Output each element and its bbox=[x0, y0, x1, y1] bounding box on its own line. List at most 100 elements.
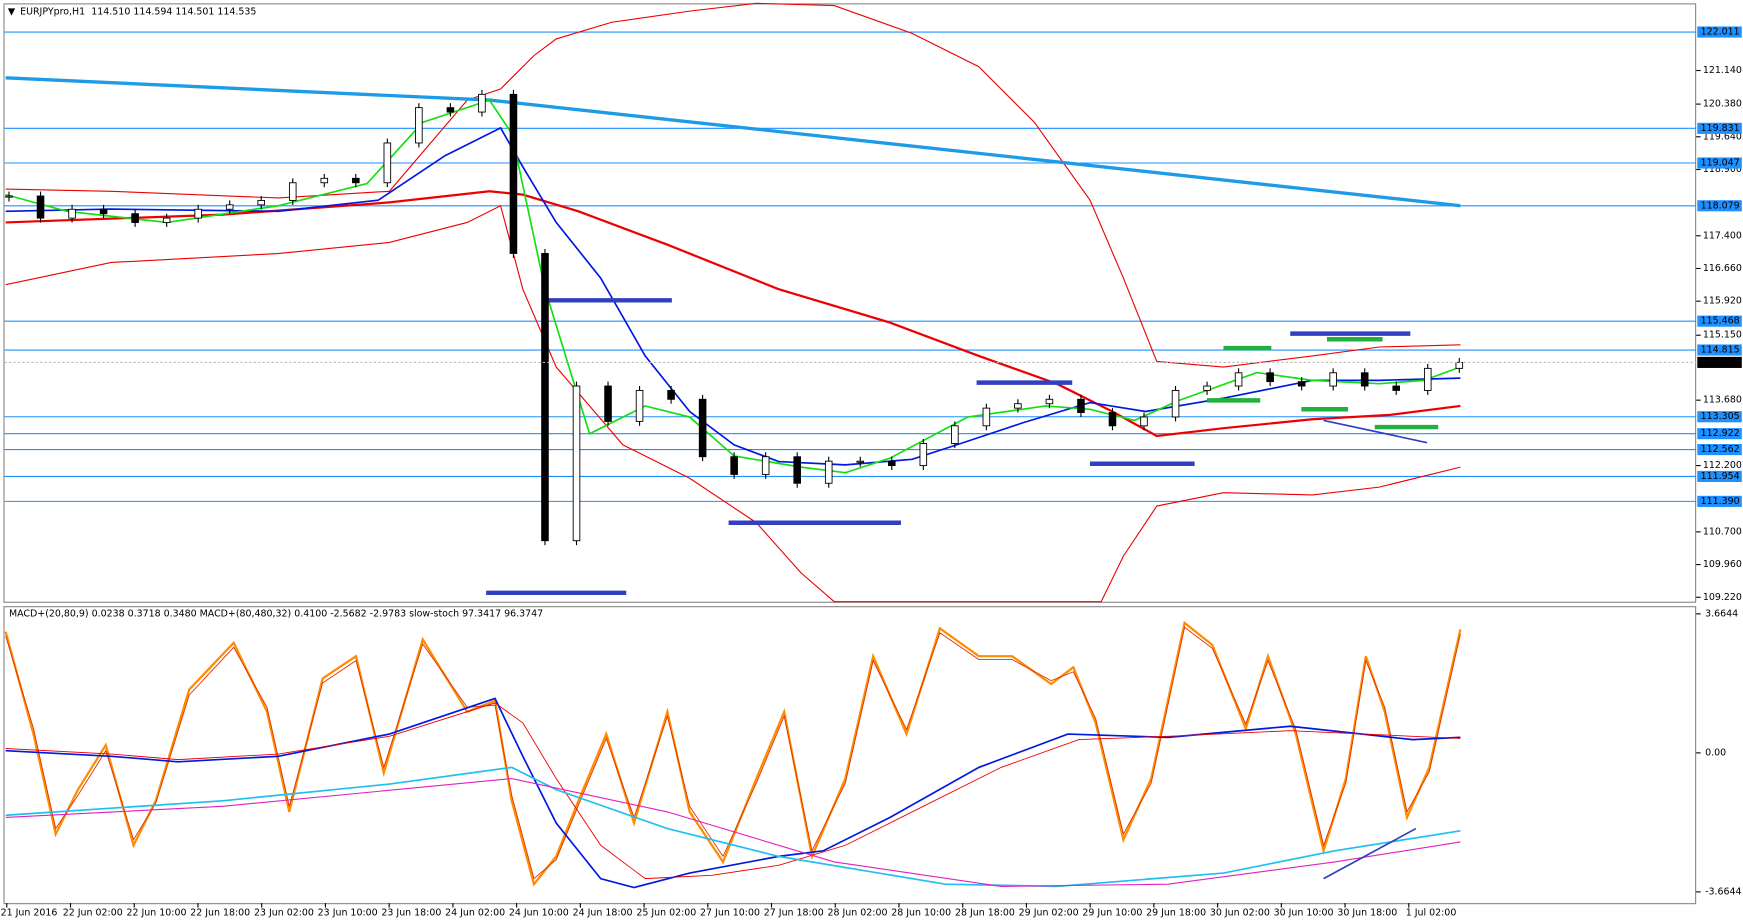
candle-body bbox=[919, 443, 928, 467]
chart-marker: ▼ bbox=[8, 7, 16, 18]
current-price-tag bbox=[1697, 356, 1742, 368]
x-tick-label: 29 Jun 10:00 bbox=[1082, 908, 1142, 919]
y-tick-label: 115.150 bbox=[1703, 330, 1742, 341]
candle-body bbox=[635, 390, 644, 422]
candle-body bbox=[36, 195, 45, 219]
x-tick-label: 22 Jun 10:00 bbox=[127, 908, 187, 919]
candle-body bbox=[1045, 398, 1054, 405]
candle-body bbox=[1266, 372, 1274, 383]
candle-body bbox=[1014, 403, 1022, 409]
level-label: 112.562 bbox=[1701, 444, 1740, 455]
candle-body bbox=[99, 208, 108, 215]
level-tag bbox=[1697, 411, 1742, 423]
level-tag bbox=[1697, 315, 1742, 327]
level-tag bbox=[1697, 444, 1742, 456]
candle-body bbox=[1392, 385, 1401, 391]
candle-body bbox=[824, 460, 833, 484]
candle-body bbox=[1234, 372, 1243, 387]
y-tick-label: 117.400 bbox=[1703, 230, 1742, 241]
candle-body bbox=[383, 142, 392, 184]
sub-y-tick-label: 3.6644 bbox=[1705, 608, 1738, 619]
level-tag bbox=[1697, 157, 1742, 169]
symbol-label: EURJPYpro,H1 bbox=[20, 7, 85, 18]
candle-body bbox=[1297, 381, 1306, 387]
x-tick-label: 27 Jun 10:00 bbox=[700, 908, 760, 919]
candle-body bbox=[572, 385, 581, 542]
level-tag bbox=[1697, 200, 1742, 212]
candle-body bbox=[982, 407, 991, 427]
x-tick-label: 28 Jun 02:00 bbox=[828, 908, 888, 919]
level-tag bbox=[1697, 470, 1742, 483]
candle-body bbox=[257, 199, 266, 206]
level-label: 111.390 bbox=[1701, 496, 1740, 507]
x-tick-label: 29 Jun 02:00 bbox=[1019, 908, 1079, 919]
candle-body bbox=[1423, 367, 1432, 391]
candle-body bbox=[541, 253, 549, 542]
candle-body bbox=[415, 107, 423, 144]
sub-y-tick-label: -3.6644 bbox=[1705, 886, 1741, 897]
y-tick-label: 119.640 bbox=[1703, 131, 1742, 142]
y-tick-label: 110.700 bbox=[1703, 526, 1742, 537]
indicator-label: MACD+(20,80,9) 0.0238 0.3718 0.3480 MACD… bbox=[9, 608, 543, 619]
level-label: 112.922 bbox=[1701, 428, 1740, 439]
x-tick-label: 22 Jun 18:00 bbox=[190, 908, 250, 919]
x-tick-label: 27 Jun 18:00 bbox=[764, 908, 824, 919]
y-tick-label: 109.220 bbox=[1703, 592, 1742, 603]
candle-body bbox=[352, 177, 360, 184]
x-tick-label: 22 Jun 02:00 bbox=[63, 908, 123, 919]
sub-frame bbox=[3, 606, 1697, 905]
candle-body bbox=[68, 208, 76, 219]
x-tick-label: 29 Jun 18:00 bbox=[1146, 908, 1206, 919]
candle-body bbox=[730, 456, 738, 475]
candle-body bbox=[1329, 372, 1337, 387]
level-label: 118.079 bbox=[1701, 200, 1740, 211]
x-tick-label: 30 Jun 02:00 bbox=[1210, 908, 1270, 919]
candle-body bbox=[1108, 412, 1117, 427]
level-label: 113.305 bbox=[1701, 411, 1740, 422]
x-tick-label: 1 Jul 02:00 bbox=[1406, 908, 1457, 919]
level-tag bbox=[1697, 26, 1742, 38]
x-tick-label: 25 Jun 02:00 bbox=[636, 908, 696, 919]
level-tag bbox=[1697, 122, 1742, 134]
candle-body bbox=[1455, 361, 1464, 369]
candle-body bbox=[856, 460, 865, 463]
candle-body bbox=[446, 107, 455, 113]
y-tick-label: 112.200 bbox=[1703, 460, 1742, 471]
candle-body bbox=[698, 398, 707, 458]
candle-body bbox=[162, 217, 171, 223]
current-price-label: 114.535 bbox=[1701, 357, 1740, 368]
y-tick-label: 121.140 bbox=[1703, 65, 1742, 76]
candle-body bbox=[888, 460, 896, 467]
level-tag bbox=[1697, 495, 1742, 507]
level-label: 111.954 bbox=[1701, 471, 1740, 482]
candle-body bbox=[761, 456, 770, 475]
candle-body bbox=[1360, 372, 1369, 387]
y-tick-label: 120.380 bbox=[1703, 99, 1742, 110]
indicators bbox=[4, 2, 1462, 889]
candle-body bbox=[1171, 390, 1180, 418]
level-label: 114.815 bbox=[1701, 345, 1740, 356]
level-label: 119.047 bbox=[1701, 158, 1740, 169]
candle-body bbox=[1203, 385, 1211, 391]
candle-body bbox=[320, 177, 329, 184]
candle-body bbox=[5, 195, 13, 198]
candle-body bbox=[1077, 398, 1085, 413]
x-tick-label: 23 Jun 02:00 bbox=[254, 908, 314, 919]
x-tick-label: 24 Jun 10:00 bbox=[509, 908, 569, 919]
candle-body bbox=[509, 93, 518, 254]
sub-y-tick-label: 0.00 bbox=[1705, 747, 1726, 758]
y-tick-label: 115.920 bbox=[1703, 296, 1742, 307]
candle-body bbox=[288, 182, 297, 201]
x-tick-label: 28 Jun 18:00 bbox=[955, 908, 1015, 919]
level-label: 122.011 bbox=[1701, 27, 1740, 38]
level-tag bbox=[1697, 428, 1742, 440]
x-tick-label: 21 Jun 2016 bbox=[1, 908, 58, 919]
level-label: 119.831 bbox=[1701, 123, 1740, 134]
x-tick-label: 24 Jun 18:00 bbox=[573, 908, 633, 919]
ohlc-label: 114.510 114.594 114.501 114.535 bbox=[91, 7, 256, 18]
level-label: 115.468 bbox=[1701, 316, 1740, 327]
candle-body bbox=[225, 204, 234, 210]
x-tick-label: 30 Jun 18:00 bbox=[1337, 908, 1397, 919]
